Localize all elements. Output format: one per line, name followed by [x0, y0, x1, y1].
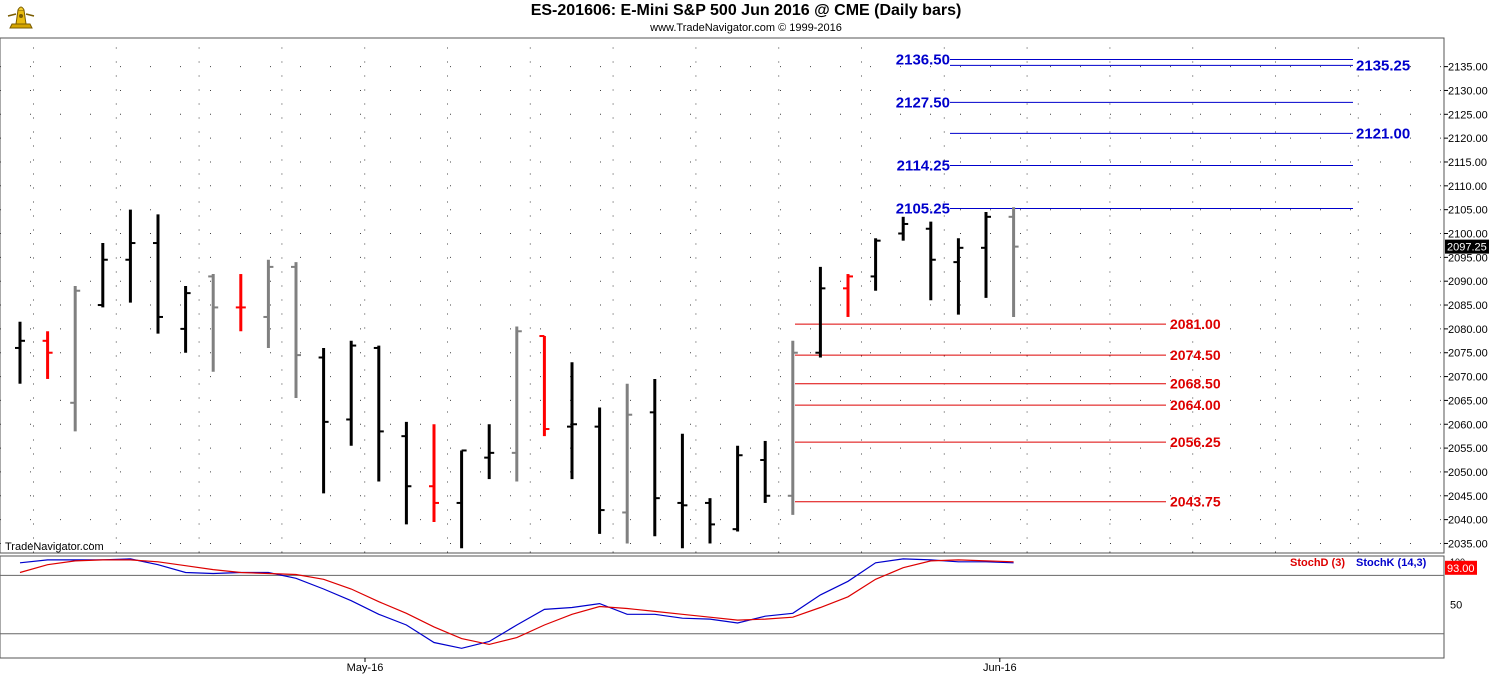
stoch-d-line: [19, 559, 1014, 646]
stochastic-value-badge: [1445, 560, 1477, 575]
price-bar: [42, 331, 53, 379]
price-bar: [401, 421, 412, 525]
price-axis-label: 2045.00: [1448, 491, 1488, 503]
price-bar: [318, 347, 329, 494]
resistance-label: 2121.00: [1356, 125, 1410, 142]
stoch-k-legend: StochK (14,3): [1356, 557, 1427, 569]
price-axis-label: 2090.00: [1448, 276, 1488, 288]
support-resistance-levels: 2136.50 2135.25 2127.50 2121.00 2114.25 2105.…: [795, 51, 1410, 510]
price-bar: [732, 445, 743, 532]
price-axis-label: 2120.00: [1448, 133, 1488, 145]
ohlc-bars: [15, 207, 1019, 549]
stoch-d-legend: StochD (3): [1290, 557, 1345, 569]
stochastic-value-label: 93.00: [1447, 563, 1475, 575]
price-bar: [925, 221, 936, 301]
price-bar: [843, 274, 853, 317]
support-label: 2056.25: [1170, 434, 1221, 450]
price-axis-label: 2035.00: [1448, 538, 1488, 550]
price-bar: [291, 262, 301, 399]
chart-header: ES-201606: E-Mini S&P 500 Jun 2016 @ CME…: [0, 0, 1492, 38]
price-axis-label: 2135.00: [1448, 62, 1488, 74]
price-axis-label: 2075.00: [1448, 348, 1488, 360]
price-bar: [97, 243, 108, 308]
support-label: 2068.50: [1170, 376, 1221, 392]
last-price-badge: [1445, 239, 1489, 254]
price-bar: [677, 433, 688, 549]
stochastic-panel-frame: [0, 555, 1445, 659]
price-bar: [484, 424, 495, 480]
price-bar: [373, 345, 384, 482]
chart-title: ES-201606: E-Mini S&P 500 Jun 2016 @ CME…: [530, 2, 962, 19]
price-bar: [208, 274, 219, 372]
support-label: 2074.50: [1170, 347, 1221, 363]
support-label: 2064.00: [1170, 397, 1221, 413]
resistance-label: 2135.25: [1356, 57, 1410, 74]
price-bar: [787, 340, 798, 515]
watermark: TradeNavigator.com: [5, 541, 104, 553]
price-bar: [346, 340, 357, 446]
price-axis-label: 2060.00: [1448, 419, 1488, 431]
price-axis-label: 2125.00: [1448, 109, 1488, 121]
price-axis-label: 2110.00: [1448, 181, 1487, 193]
price-bar: [456, 449, 467, 549]
price-axis-label: 2105.00: [1448, 205, 1488, 217]
price-bar: [705, 498, 715, 544]
last-price-label: 2097.25: [1447, 242, 1487, 254]
resistance-label: 2136.50: [896, 51, 950, 68]
price-bar: [649, 378, 660, 537]
price-axis-label: 2085.00: [1448, 300, 1488, 312]
time-axis-label: May-16: [347, 662, 384, 674]
price-bar: [594, 407, 605, 534]
price-bar: [263, 259, 274, 348]
price-bar: [70, 285, 81, 432]
price-axis-label: 2070.00: [1448, 372, 1488, 384]
support-label: 2081.00: [1170, 316, 1221, 332]
stoch-k-line: [19, 558, 1014, 649]
price-bar: [125, 209, 136, 303]
price-bar: [981, 212, 991, 298]
price-bar: [429, 424, 439, 523]
price-axis-label: 2065.00: [1448, 395, 1488, 407]
price-axis-label: 2130.00: [1448, 85, 1488, 97]
time-axis: May-16 Jun-16: [347, 658, 1017, 674]
resistance-label: 2114.25: [897, 158, 950, 175]
price-bar: [511, 326, 522, 482]
price-axis-label: 2055.00: [1448, 443, 1488, 455]
price-bar: [760, 440, 771, 503]
price-axis-label: 2050.00: [1448, 467, 1488, 479]
price-axis-label: 2115.00: [1448, 157, 1487, 169]
price-axis-label: 2100.00: [1448, 229, 1488, 241]
price-bar: [953, 238, 964, 315]
price-axis: 2035.00 2040.00 2045.00 2050.00 2055.00 2060.…: [1444, 62, 1489, 550]
price-bar: [898, 216, 909, 241]
price-axis-label: 2095.00: [1448, 252, 1488, 264]
price-panel-frame: [0, 37, 1445, 554]
stochastic-axis-label: 50: [1450, 600, 1462, 612]
price-bar: [15, 321, 25, 384]
chart-subtitle: www.TradeNavigator.com © 1999-2016: [650, 22, 842, 34]
grid-dot-pattern: [0, 47, 1441, 553]
price-bar: [235, 274, 246, 332]
trade-navigator-logo-icon: [4, 2, 38, 32]
time-axis-label: Jun-16: [983, 662, 1017, 674]
price-bar: [153, 214, 163, 334]
price-bar: [567, 362, 577, 480]
price-axis-label: 2080.00: [1448, 324, 1488, 336]
support-label: 2043.75: [1170, 494, 1221, 510]
price-bar: [815, 266, 826, 358]
stochastic-oscillator: 50100StochD (3)StochK (14,3)93.00: [0, 557, 1477, 649]
price-bar: [622, 383, 633, 544]
price-bar: [870, 238, 881, 291]
grid-dots: [0, 47, 1441, 553]
resistance-label: 2105.25: [896, 200, 950, 217]
price-bar: [539, 335, 550, 437]
price-bar: [1008, 207, 1019, 317]
price-bar: [180, 285, 191, 353]
price-axis-label: 2040.00: [1448, 515, 1488, 527]
resistance-label: 2127.50: [896, 94, 950, 111]
